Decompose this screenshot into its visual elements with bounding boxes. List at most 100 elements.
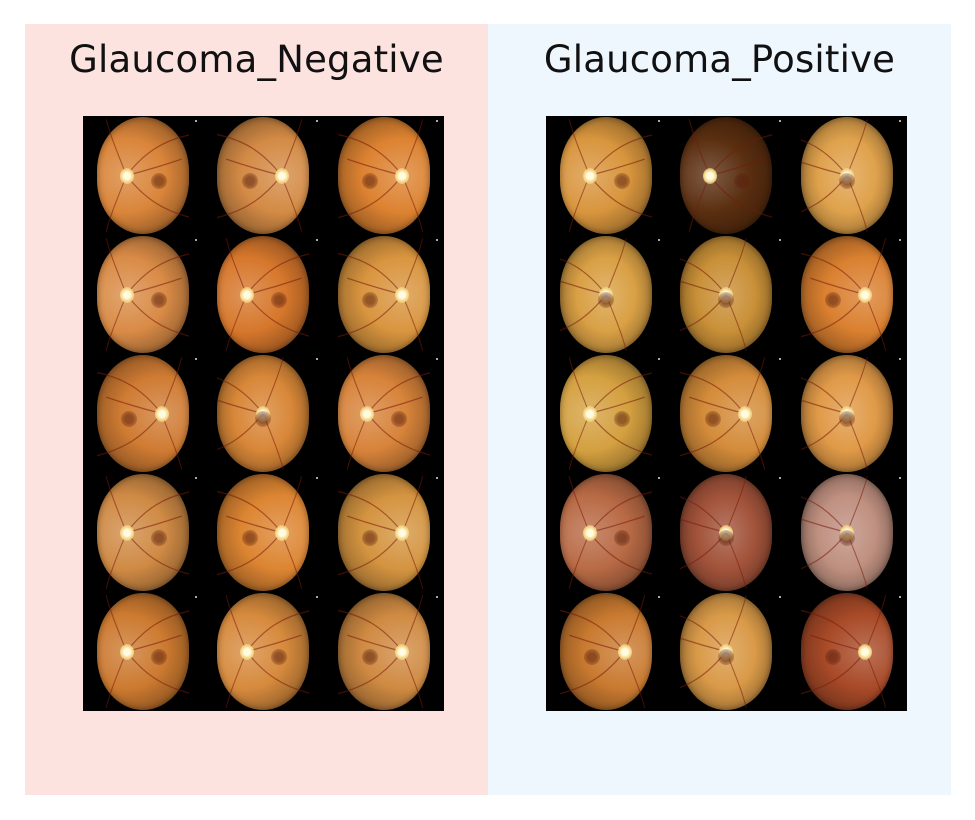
optic-disc — [702, 167, 717, 184]
optic-disc — [858, 286, 873, 303]
blood-vessels — [346, 357, 430, 470]
retina — [560, 474, 653, 591]
macula — [613, 173, 630, 190]
vessel — [126, 175, 190, 218]
vessel — [366, 372, 430, 414]
fundus-image — [787, 235, 907, 354]
vessel — [281, 119, 303, 176]
optic-disc — [858, 643, 873, 660]
vessel — [605, 238, 627, 295]
retina — [337, 117, 430, 234]
vessel — [126, 634, 182, 653]
vessel — [246, 610, 310, 652]
vessel — [281, 476, 303, 533]
fundus-image — [546, 354, 666, 473]
vessel — [337, 532, 403, 576]
vessel — [346, 158, 403, 177]
retina — [800, 474, 893, 591]
blood-vessels — [337, 238, 423, 351]
retina — [217, 474, 310, 591]
retina — [680, 236, 773, 353]
retina — [800, 355, 893, 472]
vessel — [401, 119, 423, 176]
vessel — [709, 134, 773, 176]
macula — [150, 292, 167, 309]
vessel — [800, 252, 866, 295]
vessel — [744, 357, 766, 414]
retina — [337, 236, 430, 353]
vessel — [281, 175, 303, 232]
macula — [150, 173, 167, 190]
vessel — [105, 532, 128, 589]
vessel — [401, 532, 423, 589]
fundus-image — [203, 473, 323, 592]
vessel — [680, 371, 746, 414]
macula — [704, 411, 721, 428]
vessel — [568, 532, 591, 589]
fundus-image — [546, 235, 666, 354]
vessel — [401, 175, 423, 232]
macula — [838, 530, 855, 547]
blood-vessels — [105, 238, 190, 351]
macula — [613, 411, 630, 428]
optic-disc — [582, 405, 597, 422]
fundus-image — [787, 473, 907, 592]
vessel — [246, 277, 303, 296]
retina — [217, 117, 310, 234]
macula — [362, 292, 379, 309]
vessel — [809, 277, 866, 296]
vessel — [569, 634, 625, 653]
vessel — [337, 609, 403, 652]
vessel — [126, 651, 190, 694]
macula — [825, 292, 842, 309]
vessel — [263, 357, 285, 414]
blood-vessels — [560, 595, 646, 708]
fundus-image — [666, 116, 786, 235]
optic-disc — [395, 167, 410, 184]
fundus-image — [203, 354, 323, 473]
fundus-image — [203, 116, 323, 235]
fundus-image — [83, 116, 203, 235]
vessel — [246, 294, 310, 337]
vessel — [226, 158, 282, 177]
optic-disc — [582, 524, 597, 541]
macula — [362, 173, 379, 190]
fundus-image — [546, 116, 666, 235]
vessel — [689, 396, 745, 415]
vessel — [105, 651, 128, 708]
retina — [680, 355, 773, 472]
retina — [97, 474, 190, 591]
vessel — [337, 651, 403, 695]
macula — [150, 649, 167, 666]
vessel — [568, 413, 591, 470]
vessel — [689, 175, 711, 232]
fundus-image — [666, 473, 786, 592]
vessel — [337, 133, 403, 176]
macula — [613, 530, 630, 547]
vessel — [401, 651, 423, 708]
macula — [271, 292, 288, 309]
vessel — [217, 490, 283, 533]
fundus-image — [666, 354, 786, 473]
vessel — [589, 396, 645, 415]
vessel — [226, 294, 248, 351]
vessel — [126, 532, 190, 575]
macula — [838, 411, 855, 428]
retina — [560, 236, 653, 353]
vessel — [709, 158, 766, 177]
blood-vessels — [217, 476, 303, 589]
macula — [718, 292, 735, 309]
retina — [560, 593, 653, 710]
vessel — [346, 277, 403, 296]
vessel — [589, 175, 653, 218]
macula — [598, 292, 615, 309]
macula — [121, 411, 138, 428]
vessel — [589, 413, 653, 456]
optic-disc — [737, 405, 752, 422]
vessel — [246, 651, 310, 694]
optic-disc — [360, 405, 375, 422]
vessel — [217, 175, 283, 219]
optic-disc — [617, 643, 632, 660]
vessel — [217, 133, 283, 176]
vessel — [589, 372, 653, 414]
